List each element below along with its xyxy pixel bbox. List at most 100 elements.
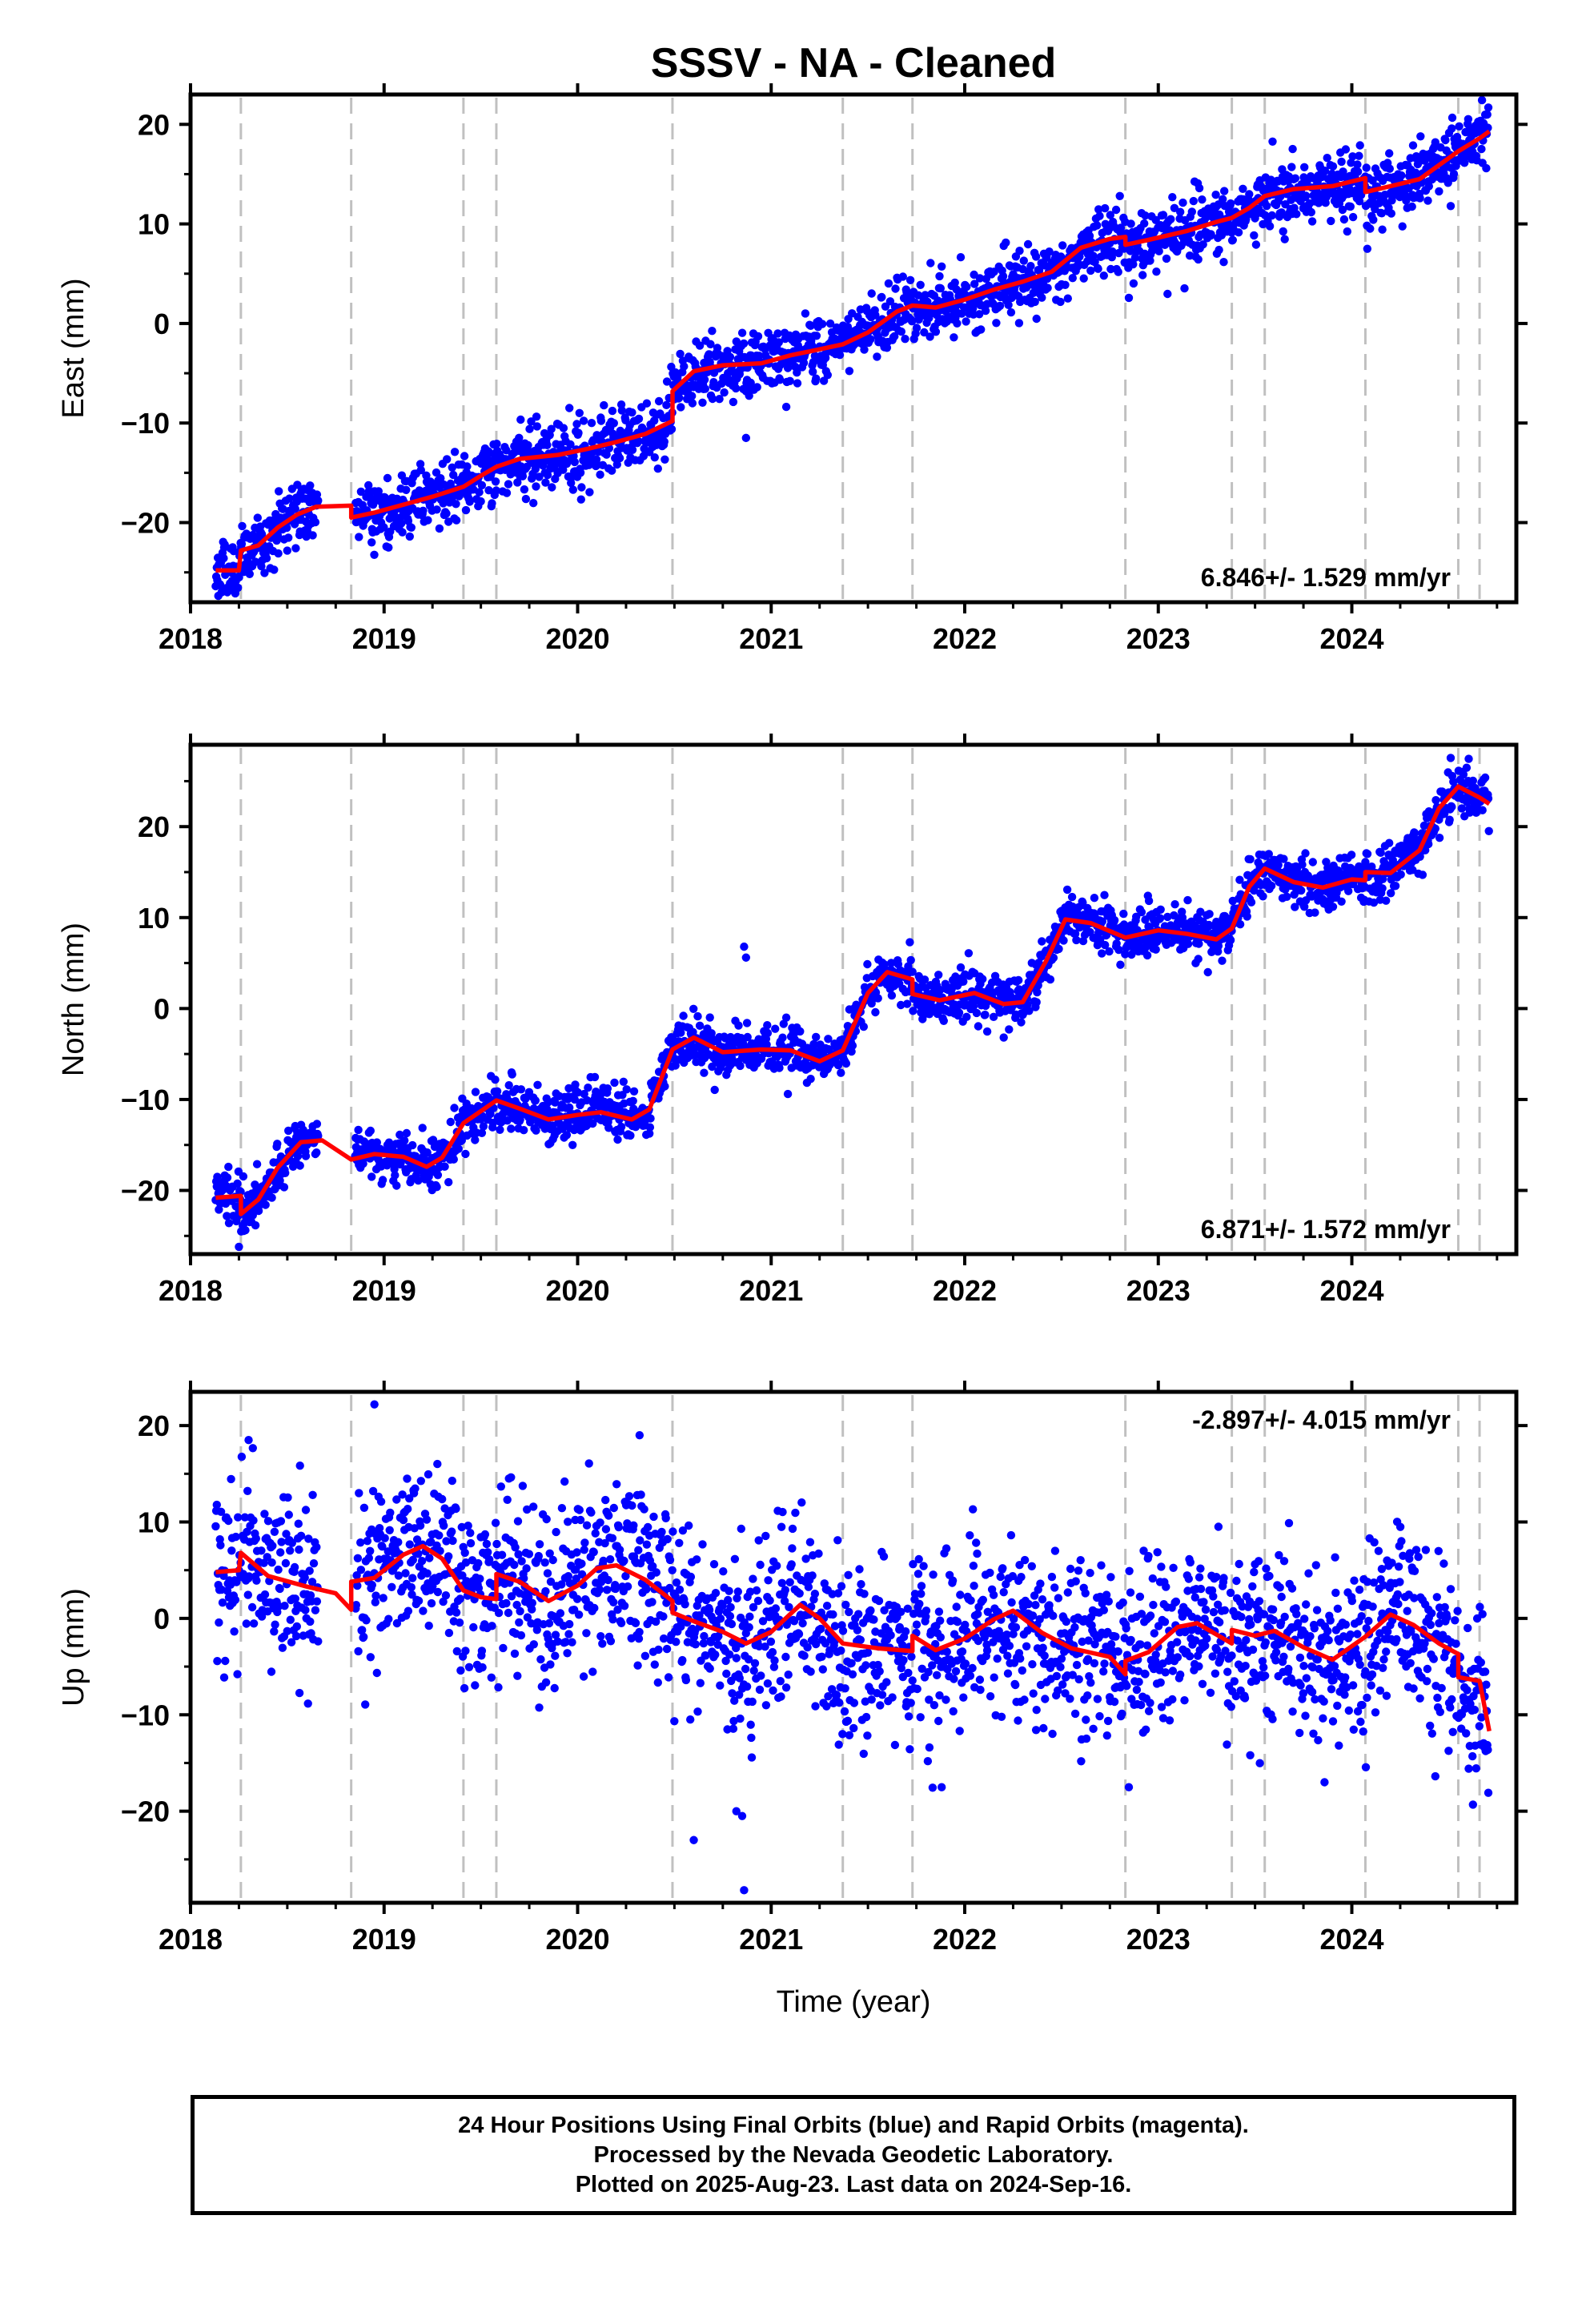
data-point — [312, 1542, 321, 1552]
data-point — [477, 1647, 487, 1655]
data-point — [416, 1477, 425, 1486]
data-point — [566, 440, 575, 449]
data-point — [1034, 266, 1044, 275]
data-point — [257, 1546, 266, 1555]
data-point — [1477, 144, 1486, 154]
y-tick-label: 0 — [154, 992, 170, 1025]
data-point — [236, 1187, 245, 1196]
data-point — [435, 524, 444, 533]
data-point — [1447, 802, 1456, 811]
data-point — [974, 1022, 983, 1031]
data-point — [457, 1136, 466, 1145]
data-point — [488, 1118, 497, 1128]
data-point — [238, 521, 247, 531]
data-point — [247, 1602, 257, 1612]
data-point — [213, 1172, 222, 1181]
outlier-point — [741, 953, 751, 962]
data-point — [1030, 297, 1039, 307]
data-point — [1348, 152, 1357, 161]
data-point — [482, 1539, 492, 1549]
data-point — [1207, 230, 1215, 239]
data-point — [935, 271, 944, 281]
data-point — [1449, 170, 1459, 179]
data-point — [998, 271, 1008, 281]
data-point — [386, 1508, 395, 1518]
data-point — [452, 516, 461, 525]
data-point — [572, 420, 581, 428]
data-point — [448, 1536, 457, 1546]
outlier-point — [740, 942, 749, 951]
data-point — [356, 1538, 365, 1547]
data-point — [1267, 211, 1277, 220]
data-point — [576, 495, 585, 504]
data-point — [367, 1581, 376, 1590]
data-point — [504, 480, 513, 489]
data-point — [1116, 960, 1125, 969]
data-point — [1292, 210, 1301, 219]
data-point — [995, 301, 1005, 311]
data-point — [1228, 235, 1238, 244]
data-point — [1158, 211, 1168, 219]
data-point — [1288, 144, 1297, 154]
data-point — [695, 341, 705, 350]
y-axis-label: East (mm) — [57, 278, 90, 418]
data-point — [906, 955, 915, 965]
data-point — [662, 377, 672, 386]
data-point — [480, 1530, 490, 1539]
data-point — [1251, 240, 1261, 249]
x-tick-label: 2020 — [545, 622, 609, 655]
data-point — [1279, 227, 1287, 236]
data-point — [1344, 887, 1353, 895]
data-point — [1411, 168, 1420, 177]
data-point — [242, 1619, 251, 1628]
data-point — [1014, 975, 1023, 985]
data-point — [267, 1558, 276, 1567]
x-tick-label: 2019 — [352, 1274, 416, 1307]
data-point — [981, 306, 990, 316]
data-point — [364, 1554, 373, 1562]
data-point — [471, 1136, 480, 1144]
data-point — [1067, 892, 1077, 902]
data-point — [650, 453, 659, 462]
data-point — [314, 1637, 323, 1646]
data-point — [1484, 123, 1492, 132]
data-point — [417, 1557, 427, 1566]
data-point — [384, 1614, 393, 1623]
data-point — [1166, 215, 1175, 223]
data-point — [261, 1200, 270, 1209]
data-point — [416, 460, 425, 468]
data-point — [219, 1673, 229, 1682]
y-tick-label: 0 — [154, 308, 170, 340]
data-point — [634, 436, 643, 446]
data-point — [1484, 826, 1493, 836]
data-point — [1482, 163, 1491, 173]
data-point — [515, 433, 524, 442]
data-point — [286, 1546, 295, 1555]
data-point — [1002, 238, 1010, 247]
x-tick-label: 2021 — [739, 1274, 803, 1307]
data-point — [1114, 267, 1122, 276]
data-point — [1068, 274, 1078, 283]
data-point — [305, 1566, 314, 1575]
data-point — [1398, 222, 1407, 231]
data-point — [877, 292, 886, 302]
data-point — [425, 1554, 434, 1562]
data-point — [414, 1596, 424, 1606]
y-tick-label: −20 — [121, 507, 170, 540]
data-point — [1108, 247, 1117, 256]
data-point — [521, 494, 531, 504]
data-point — [291, 544, 300, 553]
data-point — [460, 1683, 469, 1693]
data-point — [220, 540, 229, 549]
data-point — [516, 1085, 526, 1094]
data-point — [568, 485, 577, 494]
data-point — [444, 1552, 453, 1561]
data-point — [785, 376, 794, 385]
data-point — [1100, 891, 1109, 899]
data-point — [404, 1505, 412, 1514]
data-point — [1183, 939, 1193, 948]
data-point — [1152, 267, 1161, 276]
data-point — [1138, 271, 1147, 279]
data-point — [422, 471, 431, 480]
data-point — [675, 393, 684, 402]
